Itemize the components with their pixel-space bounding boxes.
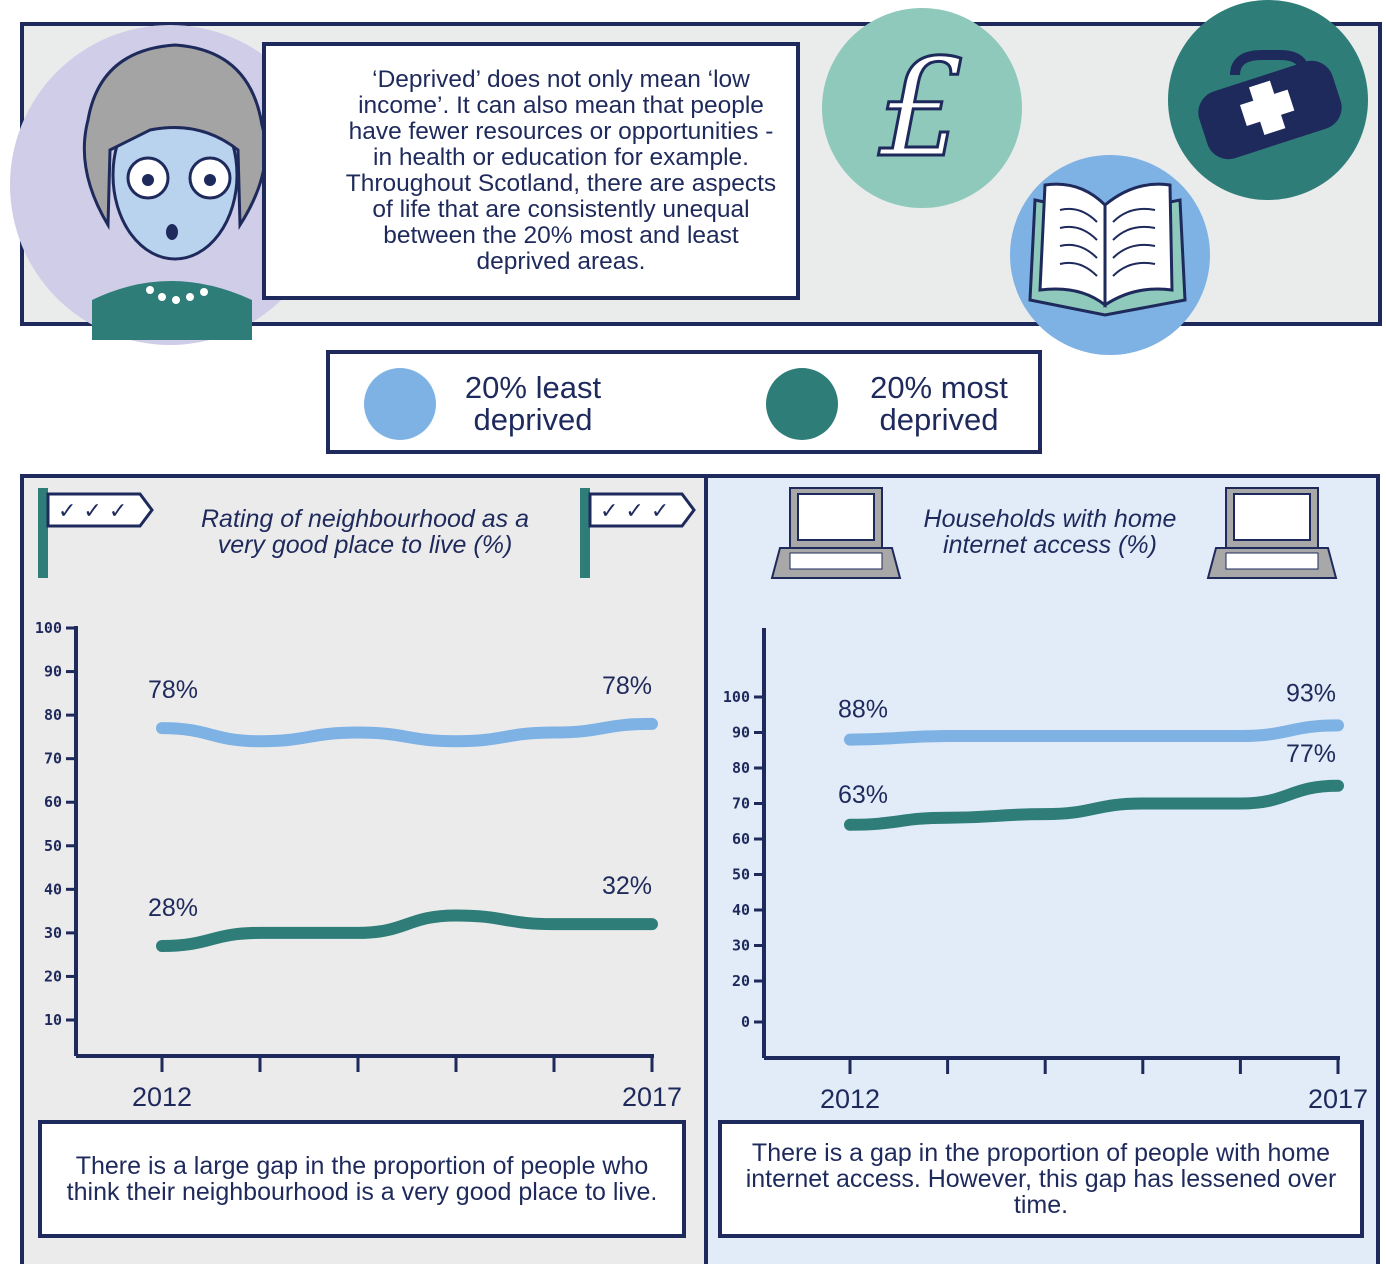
- chart-title-internet: Households with home internet access (%): [923, 505, 1177, 559]
- legend: 20% least deprived 20% most deprived: [326, 350, 1042, 454]
- legend-most-swatch: [766, 368, 838, 440]
- chart-title-neighbourhood: Rating of neighbourhood as a very good p…: [200, 505, 530, 559]
- legend-least-label: 20% least deprived: [464, 370, 602, 437]
- caption-internet: There is a gap in the proportion of peop…: [718, 1120, 1364, 1238]
- caption-neighbourhood: There is a large gap in the proportion o…: [38, 1120, 686, 1238]
- legend-most-label: 20% most deprived: [870, 370, 1008, 437]
- intro-text: ‘Deprived’ does not only mean ‘low incom…: [262, 42, 800, 300]
- legend-least-swatch: [364, 368, 436, 440]
